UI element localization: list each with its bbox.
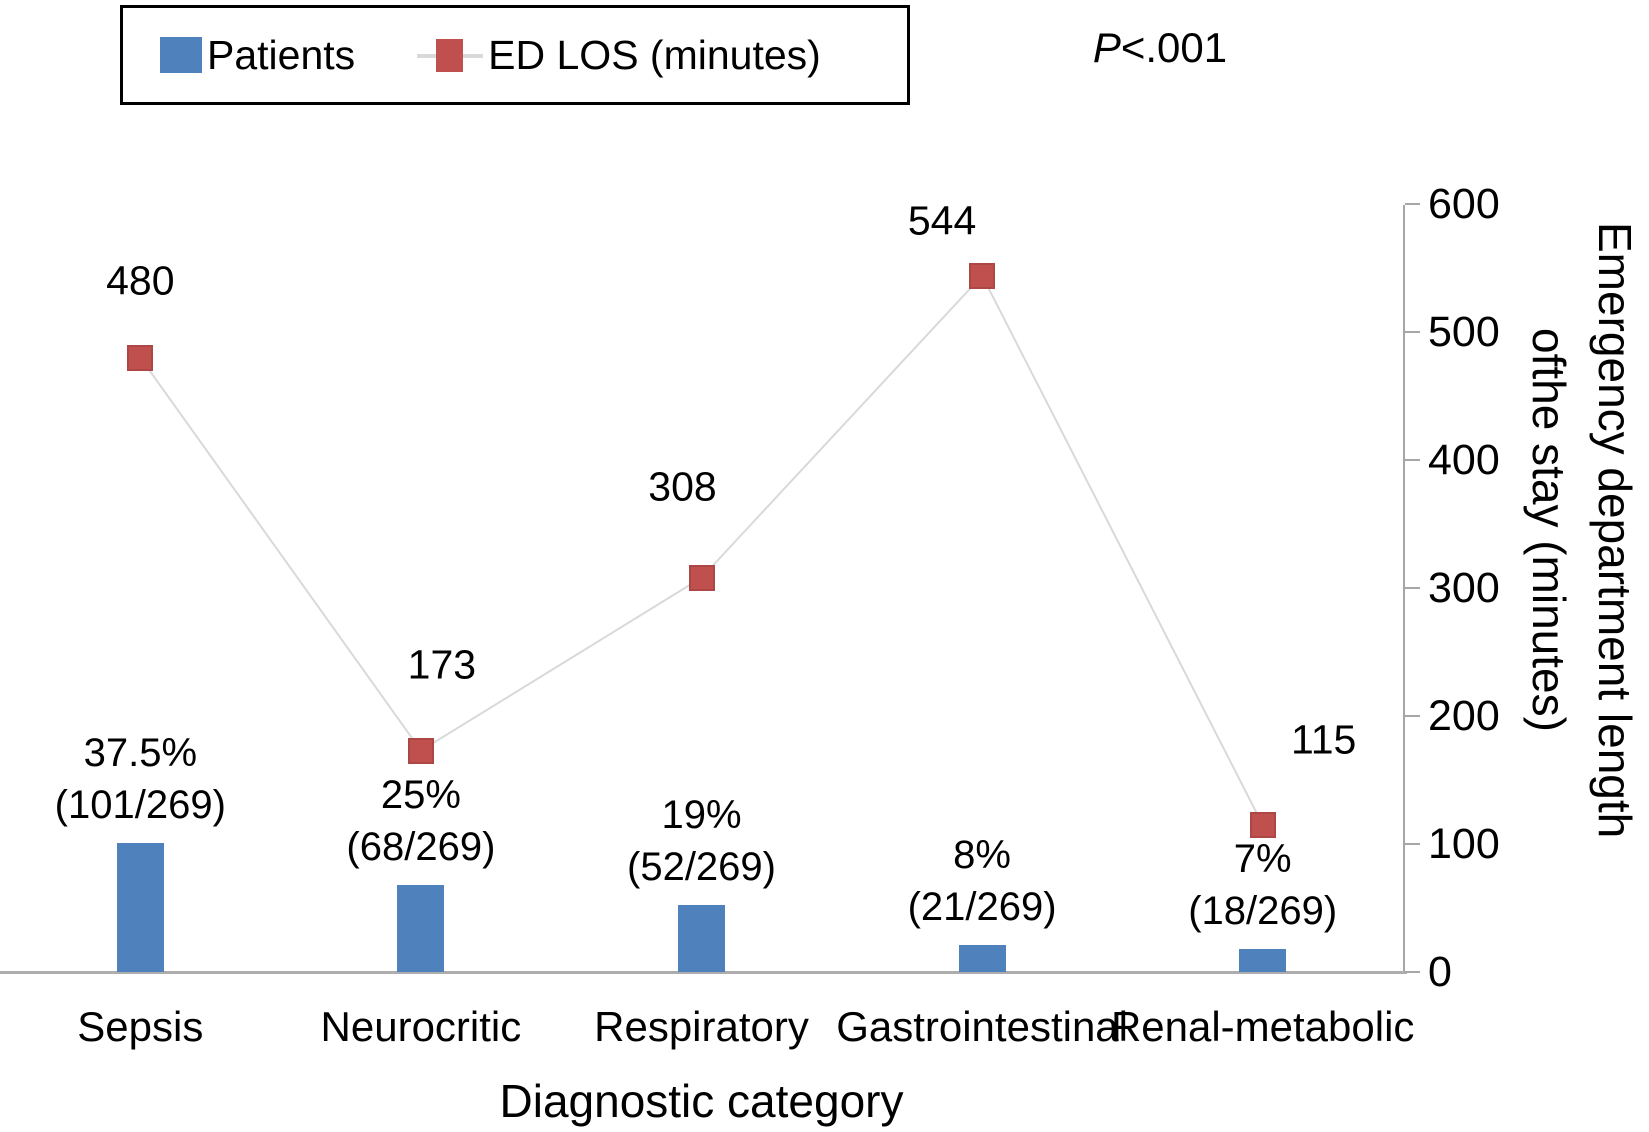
edlos-marker: [969, 262, 996, 289]
patients-bar: [958, 945, 1006, 972]
edlos-marker: [127, 344, 154, 371]
p-value-rest: <.001: [1120, 24, 1228, 71]
edlos-value-label: 115: [1291, 716, 1357, 763]
y-tick-label: 0: [1428, 948, 1452, 996]
y-tick: [1405, 971, 1420, 973]
percent-text: 19%: [661, 793, 742, 838]
edlos-value-label: 173: [407, 641, 477, 688]
fraction-text: (68/269): [346, 824, 496, 869]
p-value-italic: P: [1092, 24, 1121, 71]
x-axis-title: Diagnostic category: [499, 1075, 904, 1127]
patients-percent-label: 25% (68/269): [346, 769, 495, 873]
x-axis-line: [0, 971, 1407, 974]
edlos-marker: [1249, 811, 1276, 838]
legend-item-edlos: ED LOS (minutes): [355, 32, 821, 79]
fraction-text: (101/269): [54, 782, 226, 827]
y-tick: [1405, 587, 1420, 589]
patients-percent-label: 19% (52/269): [627, 789, 776, 893]
right-y-axis-line: [1403, 205, 1405, 973]
y-tick-label: 200: [1428, 692, 1500, 740]
patients-bar: [678, 905, 725, 972]
edlos-legend-label: ED LOS (minutes): [488, 31, 821, 78]
edlos-value-label: 308: [648, 463, 717, 510]
patients-percent-label: 8% (21/269): [908, 829, 1057, 933]
patients-bar: [116, 842, 164, 972]
category-label: Neurocritic: [320, 1003, 522, 1050]
y-tick-label: 600: [1428, 180, 1500, 228]
patients-legend-label: Patients: [207, 31, 356, 78]
patients-bar: [397, 884, 445, 972]
patients-percent-label: 37.5% (101/269): [55, 727, 226, 831]
fraction-text: (21/269): [907, 885, 1057, 930]
y-tick: [1405, 203, 1420, 205]
category-label: Renal-metabolic: [1110, 1003, 1415, 1050]
legend-item-patients: Patients: [123, 32, 355, 79]
percent-text: 25%: [380, 772, 461, 817]
y-tick: [1405, 459, 1420, 461]
patients-percent-label: 7% (18/269): [1188, 833, 1337, 937]
y-tick-label: 500: [1428, 308, 1500, 356]
right-y-axis-title-line1: Emergency department length: [1589, 221, 1641, 839]
edlos-marker-icon: [417, 33, 484, 77]
y-tick: [1405, 715, 1420, 717]
edlos-value-label: 544: [907, 197, 977, 244]
edlos-marker: [407, 737, 434, 764]
fraction-text: (18/269): [1188, 888, 1338, 933]
legend-box: Patients ED LOS (minutes): [120, 5, 910, 105]
percent-text: 37.5%: [83, 730, 198, 775]
right-y-axis-title: Emergency department length ofthe stay (…: [1506, 140, 1648, 920]
fraction-text: (52/269): [627, 845, 776, 890]
category-label: Sepsis: [77, 1003, 204, 1050]
y-tick-label: 300: [1428, 564, 1500, 612]
edlos-marker: [688, 564, 715, 591]
right-y-axis-title-line2: ofthe stay (minutes): [1523, 328, 1575, 732]
y-tick-label: 400: [1428, 436, 1500, 484]
edlos-value-label: 480: [106, 257, 175, 304]
y-tick: [1405, 843, 1420, 845]
category-label: Respiratory: [594, 1003, 809, 1050]
y-tick: [1405, 331, 1420, 333]
percent-text: 7%: [1233, 836, 1292, 881]
category-label: Gastrointestinal: [836, 1003, 1128, 1050]
patients-bar: [1239, 948, 1287, 972]
y-tick-label: 100: [1428, 820, 1500, 868]
p-value-annotation: P<.001: [1040, 24, 1280, 72]
percent-text: 8%: [953, 833, 1011, 878]
patients-swatch-icon: [160, 37, 202, 73]
